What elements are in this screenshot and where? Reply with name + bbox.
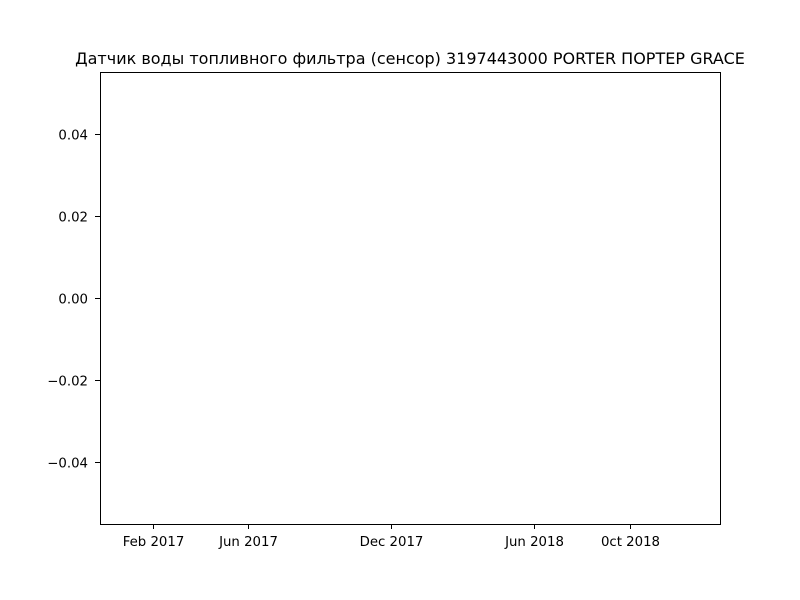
y-axis-ticks: 0.04 0.02 0.00 −0.02 −0.04 (47, 129, 100, 472)
x-tick-label: Jun 2018 (504, 535, 564, 550)
plot-area-frame (100, 72, 721, 525)
y-tick-label: −0.04 (47, 457, 88, 472)
y-tick-label: 0.04 (58, 129, 88, 144)
x-tick-label: Dec 2017 (360, 535, 424, 550)
y-tick-label: 0.00 (58, 293, 88, 308)
x-tick-label: Feb 2017 (123, 535, 185, 550)
x-axis-ticks: Feb 2017 Jun 2017 Dec 2017 Jun 2018 0ct 2018 (123, 524, 660, 550)
chart-title: Датчик воды топливного фильтра (сенсор) … (75, 49, 745, 68)
y-tick-label: −0.02 (47, 375, 88, 390)
y-tick-label: 0.02 (58, 211, 88, 226)
x-tick-label: 0ct 2018 (601, 535, 660, 550)
x-tick-label: Jun 2017 (218, 535, 278, 550)
